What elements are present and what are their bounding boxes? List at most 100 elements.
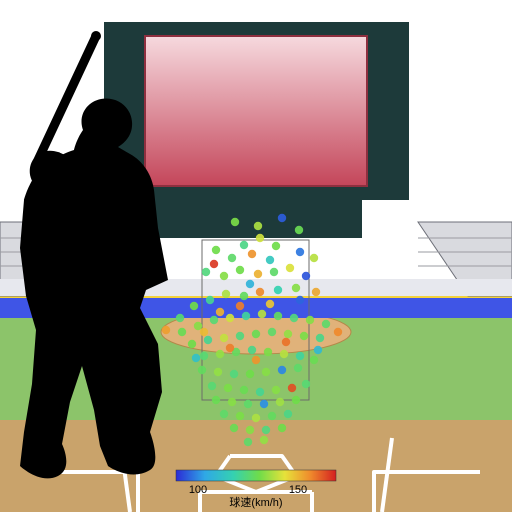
pitch-point (316, 334, 324, 342)
pitch-point (312, 288, 320, 296)
pitch-point (296, 296, 304, 304)
pitch-point (280, 350, 288, 358)
pitch-point (228, 398, 236, 406)
pitch-point (230, 424, 238, 432)
pitch-point (220, 410, 228, 418)
pitch-point (288, 384, 296, 392)
pitch-point (194, 322, 202, 330)
pitch-point (190, 302, 198, 310)
pitch-point (295, 226, 303, 234)
pitch-point (198, 366, 206, 374)
pitch-point (258, 310, 266, 318)
pitch-point (222, 290, 230, 298)
pitch-point (236, 266, 244, 274)
pitch-point (244, 438, 252, 446)
pitch-point (300, 332, 308, 340)
pitch-point (244, 400, 252, 408)
pitch-point (202, 268, 210, 276)
pitch-point (262, 368, 270, 376)
pitch-point (310, 356, 318, 364)
pitch-point (178, 328, 186, 336)
pitch-point (252, 330, 260, 338)
pitch-point (214, 368, 222, 376)
pitch-point (270, 268, 278, 276)
pitch-point (266, 300, 274, 308)
pitch-point (242, 312, 250, 320)
pitch-point (310, 254, 318, 262)
pitch-point (296, 352, 304, 360)
pitch-point (228, 254, 236, 262)
pitch-point (254, 222, 262, 230)
pitch-chart: 100 150 球速(km/h) (0, 0, 512, 512)
pitch-point (192, 354, 200, 362)
pitch-point (231, 218, 239, 226)
pitch-point (294, 364, 302, 372)
pitch-point (224, 384, 232, 392)
pitch-point (206, 296, 214, 304)
pitch-point (212, 246, 220, 254)
pitch-point (208, 382, 216, 390)
pitch-point (292, 396, 300, 404)
pitch-point (274, 312, 282, 320)
pitch-point (230, 370, 238, 378)
scoreboard-screen (145, 36, 367, 186)
pitch-point (210, 316, 218, 324)
pitch-point (278, 424, 286, 432)
pitch-point (260, 436, 268, 444)
pitch-point (220, 334, 228, 342)
pitch-point (272, 242, 280, 250)
pitch-point (302, 380, 310, 388)
pitch-point (246, 426, 254, 434)
pitch-point (162, 326, 170, 334)
scoreboard-base (152, 200, 362, 238)
pitch-point (302, 272, 310, 280)
pitch-point (262, 426, 270, 434)
pitch-point (256, 234, 264, 242)
pitch-point (176, 314, 184, 322)
pitch-point (278, 366, 286, 374)
pitch-point (210, 260, 218, 268)
legend-tick: 100 (189, 484, 207, 496)
legend-tick: 150 (289, 484, 307, 496)
pitch-point (246, 280, 254, 288)
pitch-point (334, 328, 342, 336)
pitch-point (278, 214, 286, 222)
pitch-point (306, 316, 314, 324)
pitch-point (216, 308, 224, 316)
pitch-point (226, 344, 234, 352)
pitch-point (256, 288, 264, 296)
pitch-point (204, 336, 212, 344)
pitch-point (252, 356, 260, 364)
pitch-point (236, 302, 244, 310)
pitch-point (248, 346, 256, 354)
pitch-point (274, 286, 282, 294)
pitch-point (226, 314, 234, 322)
pitch-point (236, 332, 244, 340)
pitch-point (248, 250, 256, 258)
pitch-point (236, 412, 244, 420)
pitch-point (292, 284, 300, 292)
pitch-point (272, 386, 280, 394)
pitch-point (322, 320, 330, 328)
pitch-point (266, 256, 274, 264)
pitch-point (268, 328, 276, 336)
pitch-point (240, 241, 248, 249)
pitch-point (220, 272, 228, 280)
pitch-point (256, 388, 264, 396)
pitch-point (296, 248, 304, 256)
pitch-point (276, 398, 284, 406)
pitch-point (286, 264, 294, 272)
pitch-point (240, 292, 248, 300)
pitch-point (314, 346, 322, 354)
pitch-point (188, 340, 196, 348)
pitch-point (200, 352, 208, 360)
pitch-point (216, 350, 224, 358)
pitch-point (290, 314, 298, 322)
legend-label: 球速(km/h) (229, 495, 282, 509)
pitch-point (246, 370, 254, 378)
pitch-point (282, 338, 290, 346)
pitch-point (264, 348, 272, 356)
pitch-point (284, 330, 292, 338)
pitch-point (284, 410, 292, 418)
legend-colorbar (176, 470, 336, 481)
